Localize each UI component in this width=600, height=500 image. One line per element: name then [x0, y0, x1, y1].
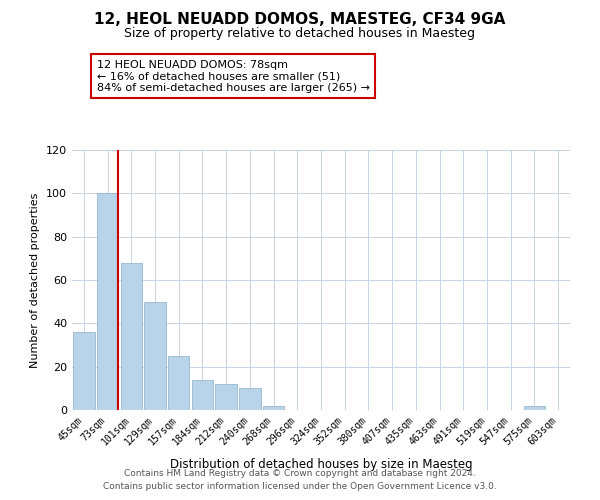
- Bar: [145, 302, 166, 410]
- Bar: [73, 332, 95, 410]
- Text: 12, HEOL NEUADD DOMOS, MAESTEG, CF34 9GA: 12, HEOL NEUADD DOMOS, MAESTEG, CF34 9GA: [94, 12, 506, 28]
- Bar: [192, 380, 213, 410]
- Bar: [97, 194, 118, 410]
- Bar: [239, 388, 260, 410]
- Text: Contains HM Land Registry data © Crown copyright and database right 2024.: Contains HM Land Registry data © Crown c…: [124, 468, 476, 477]
- Y-axis label: Number of detached properties: Number of detached properties: [31, 192, 40, 368]
- Bar: [168, 356, 190, 410]
- X-axis label: Distribution of detached houses by size in Maesteg: Distribution of detached houses by size …: [170, 458, 472, 471]
- Text: 12 HEOL NEUADD DOMOS: 78sqm
← 16% of detached houses are smaller (51)
84% of sem: 12 HEOL NEUADD DOMOS: 78sqm ← 16% of det…: [97, 60, 370, 93]
- Bar: [215, 384, 237, 410]
- Text: Size of property relative to detached houses in Maesteg: Size of property relative to detached ho…: [125, 28, 476, 40]
- Bar: [121, 262, 142, 410]
- Bar: [524, 406, 545, 410]
- Text: Contains public sector information licensed under the Open Government Licence v3: Contains public sector information licen…: [103, 482, 497, 491]
- Bar: [263, 406, 284, 410]
